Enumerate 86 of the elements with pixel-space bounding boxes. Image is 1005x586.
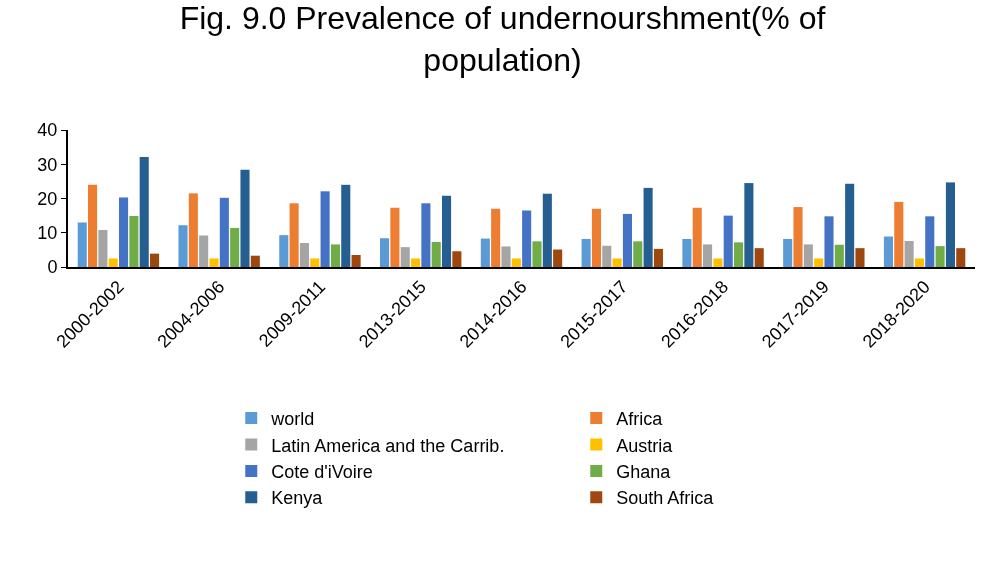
legend-label: Austria <box>616 435 674 456</box>
bar <box>542 193 552 267</box>
bar <box>351 255 361 267</box>
bar <box>178 225 188 267</box>
bar <box>935 246 945 267</box>
legend-label: Ghana <box>616 461 672 482</box>
bar <box>653 248 663 267</box>
bar <box>129 215 139 267</box>
bar <box>108 258 118 267</box>
bar <box>299 243 309 267</box>
legend-label: South Africa <box>616 488 715 509</box>
bar <box>532 241 542 267</box>
bar <box>522 210 532 267</box>
bar <box>956 248 966 267</box>
bar <box>240 169 250 267</box>
bar <box>814 258 824 267</box>
bar <box>390 207 400 267</box>
bar <box>230 227 240 267</box>
bar <box>511 258 521 267</box>
bar <box>88 184 98 267</box>
y-tick-label: 40 <box>37 120 58 141</box>
bar <box>682 238 692 267</box>
bar <box>310 258 320 267</box>
bar <box>452 251 462 267</box>
bar <box>250 255 260 267</box>
bar <box>480 238 490 267</box>
bar <box>219 197 229 267</box>
bar <box>633 241 643 267</box>
bar <box>713 258 723 267</box>
bar <box>904 240 914 267</box>
bar <box>150 253 160 267</box>
bar <box>431 242 441 267</box>
bar <box>803 244 813 267</box>
bar <box>703 244 713 267</box>
legend-label: Africa <box>616 409 664 430</box>
legend-label: Cote d'iVoire <box>271 461 373 482</box>
bar <box>914 258 924 267</box>
bar <box>783 238 793 267</box>
bar <box>855 248 865 267</box>
bar <box>824 216 834 267</box>
bar <box>883 236 893 267</box>
bar <box>380 238 390 267</box>
bar <box>330 244 340 267</box>
bar <box>209 258 219 267</box>
bar <box>400 247 410 267</box>
y-tick-label: 30 <box>37 154 58 175</box>
bar <box>98 230 108 267</box>
bar <box>734 242 744 267</box>
bar <box>289 203 299 267</box>
y-tick-label: 10 <box>37 223 58 244</box>
bar <box>320 191 330 267</box>
bar <box>341 184 351 267</box>
bar <box>553 249 563 267</box>
bar <box>723 215 733 267</box>
bar <box>188 193 198 267</box>
bar <box>692 207 702 267</box>
chart-title: Fig. 9.0 Prevalence of undernourshment(% of population) <box>179 0 826 78</box>
bar <box>77 222 87 267</box>
bar <box>925 216 935 267</box>
legend-label: world <box>270 409 315 430</box>
bar <box>894 201 904 267</box>
bar <box>279 235 289 267</box>
bar <box>612 258 622 267</box>
bar <box>945 182 955 267</box>
bar <box>793 207 803 267</box>
bar <box>139 157 149 267</box>
bar <box>421 203 431 267</box>
bar <box>581 238 591 267</box>
bar <box>845 183 855 267</box>
bar <box>834 244 844 267</box>
bar <box>491 208 501 267</box>
bar <box>754 248 764 267</box>
bar <box>501 246 511 267</box>
bar <box>199 235 209 267</box>
bar <box>119 197 129 267</box>
legend-label: Latin America and the Carrib. <box>271 435 505 456</box>
bar <box>744 183 754 267</box>
y-tick-label: 0 <box>47 257 58 278</box>
bar <box>602 245 612 267</box>
y-tick-label: 20 <box>37 188 58 209</box>
bar <box>643 187 653 267</box>
bar <box>411 258 421 267</box>
bar <box>622 213 632 267</box>
bar <box>591 208 601 267</box>
bar <box>442 195 452 267</box>
legend-label: Kenya <box>271 488 324 509</box>
